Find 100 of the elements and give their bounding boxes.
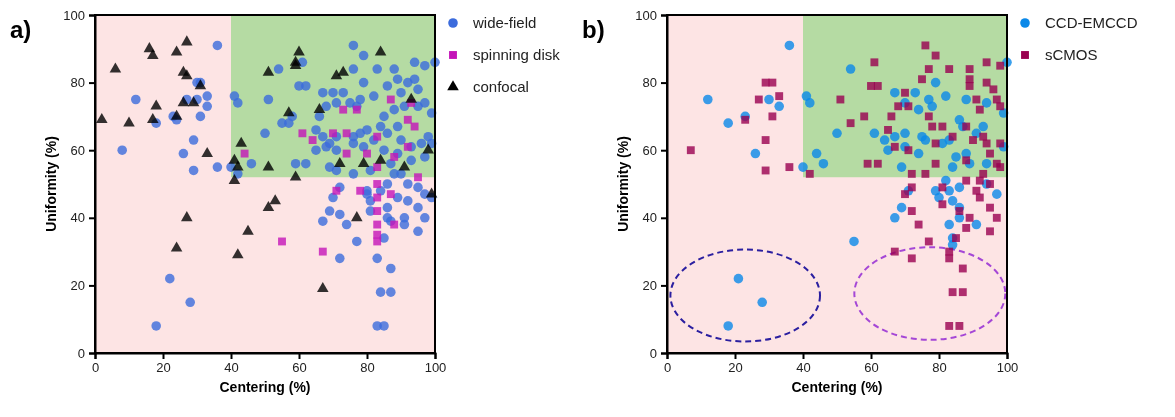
point [339, 105, 348, 114]
y-tick-label: 0 [649, 345, 657, 361]
point [374, 153, 387, 164]
point [386, 190, 395, 199]
point [351, 211, 363, 222]
point [262, 65, 275, 76]
point [329, 129, 337, 138]
point [170, 45, 183, 56]
point [414, 173, 422, 182]
point [373, 180, 382, 188]
point [308, 136, 317, 144]
x-tick-label: 60 [292, 360, 307, 376]
point [410, 122, 419, 131]
point [373, 193, 382, 202]
point [283, 106, 295, 117]
point [170, 241, 183, 252]
point [147, 48, 159, 59]
point [330, 69, 343, 80]
point [317, 282, 329, 293]
y-tick-label: 0 [77, 345, 85, 361]
x-tick-label: 20 [156, 360, 171, 376]
x-tick-label: 80 [932, 360, 947, 376]
point [147, 113, 159, 124]
point [373, 207, 382, 215]
point [342, 129, 351, 138]
point [363, 149, 371, 158]
point [386, 95, 395, 104]
point [177, 96, 190, 107]
point [269, 194, 281, 205]
point [398, 160, 411, 171]
y-tick-label: 60 [70, 142, 85, 158]
point [337, 65, 349, 76]
point [181, 69, 193, 80]
y-axis-title: Uniformity (%) [615, 136, 631, 232]
x-axis-title: Centering (%) [791, 379, 883, 395]
x-tick-label: 80 [360, 360, 375, 376]
point [390, 220, 399, 229]
point [187, 96, 200, 107]
point [109, 62, 122, 73]
point [123, 116, 135, 127]
point [332, 186, 341, 195]
point [422, 143, 434, 154]
point [373, 132, 382, 141]
point [373, 163, 382, 172]
point [242, 224, 254, 235]
point [170, 109, 183, 120]
point [342, 149, 351, 158]
legend-label: confocal [473, 78, 529, 95]
point [373, 237, 382, 246]
y-tick-label: 40 [70, 210, 85, 226]
point [293, 45, 305, 56]
y-tick-label: 40 [642, 210, 657, 226]
point [373, 220, 382, 229]
x-tick-label: 40 [796, 360, 811, 376]
y-tick-label: 20 [70, 278, 85, 294]
chart-title: b) [582, 16, 605, 43]
point [334, 157, 346, 168]
x-tick-label: 60 [864, 360, 879, 376]
y-tick-label: 80 [642, 75, 657, 91]
x-tick-label: 40 [224, 360, 239, 376]
point [298, 129, 307, 138]
point [181, 35, 193, 46]
point [232, 160, 244, 171]
y-tick-label: 20 [642, 278, 657, 294]
point [405, 92, 417, 103]
point [289, 170, 302, 181]
point [318, 247, 327, 256]
y-tick-label: 100 [635, 7, 657, 23]
x-tick-label: 0 [663, 360, 672, 376]
point [356, 186, 365, 195]
point [181, 211, 193, 222]
point [201, 146, 213, 157]
y-tick-label: 80 [70, 75, 85, 91]
point [262, 160, 275, 171]
x-tick-label: 0 [91, 360, 100, 376]
x-axis-title: Centering (%) [219, 379, 311, 395]
legend-label: wide-field [472, 14, 537, 31]
legend-label: spinning disk [473, 46, 561, 63]
point [352, 105, 361, 114]
legend-label: sCMOS [1045, 46, 1098, 63]
point [150, 99, 162, 110]
point [262, 200, 275, 211]
y-axis-title: Uniformity (%) [43, 136, 59, 232]
x-tick-label: 20 [728, 360, 743, 376]
point [357, 157, 370, 168]
legend-label: CCD-EMCCD [1045, 14, 1138, 31]
x-tick-label: 100 [996, 360, 1019, 376]
point [232, 248, 244, 259]
point [278, 237, 286, 246]
y-tick-label: 100 [63, 7, 85, 23]
point [374, 45, 387, 56]
chart-title: a) [10, 16, 32, 43]
point [313, 102, 326, 113]
point [289, 59, 302, 70]
point [96, 113, 108, 124]
point [228, 173, 241, 184]
point [403, 142, 412, 151]
point [390, 153, 399, 161]
y-tick-label: 60 [642, 142, 657, 158]
point [403, 115, 412, 124]
